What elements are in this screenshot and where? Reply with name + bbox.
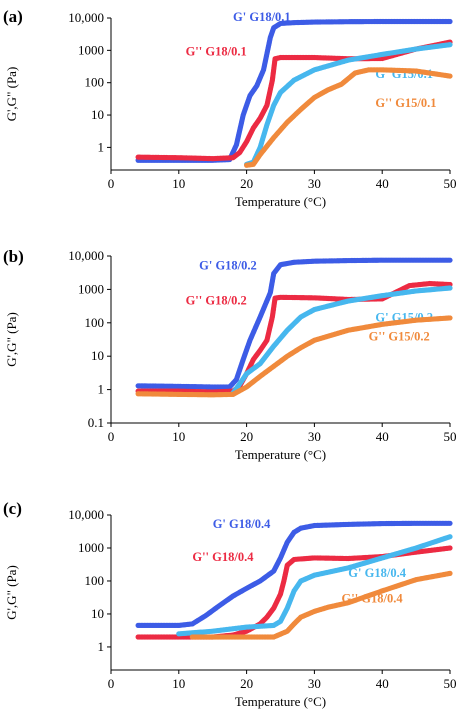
x-tick-label: 50: [444, 676, 457, 691]
data-point: [447, 42, 453, 48]
data-point: [447, 285, 453, 291]
y-tick-label: 1000: [78, 281, 104, 296]
data-point: [447, 545, 453, 551]
series-2: [135, 39, 453, 162]
y-tick-label: 10,000: [68, 248, 104, 263]
y-axis-title: G',G" (Pa): [4, 67, 19, 122]
x-tick-label: 40: [376, 676, 389, 691]
y-tick-label: 100: [85, 573, 105, 588]
series-label: G' G18/0.4: [348, 566, 406, 580]
x-tick-label: 10: [172, 176, 185, 191]
x-tick-label: 10: [172, 676, 185, 691]
x-tick-label: 0: [108, 429, 115, 444]
series-label: G' G18/0.4: [213, 517, 271, 531]
x-tick-label: 40: [376, 176, 389, 191]
series-4: [244, 67, 453, 168]
data-point: [447, 534, 453, 540]
y-tick-label: 1: [98, 139, 105, 154]
y-tick-label: 100: [85, 75, 105, 90]
series-3: [230, 285, 453, 396]
data-point: [447, 315, 453, 321]
x-tick-label: 20: [240, 676, 253, 691]
data-point: [447, 520, 453, 526]
series-label: G'' G18/0.4: [342, 592, 404, 606]
x-tick-label: 0: [108, 176, 115, 191]
y-tick-label: 1000: [78, 540, 104, 555]
x-tick-label: 20: [240, 176, 253, 191]
y-tick-label: 10,000: [68, 507, 104, 522]
x-axis-title: Temperature (°C): [235, 447, 326, 462]
series-1: [135, 520, 453, 629]
x-tick-label: 10: [172, 429, 185, 444]
y-tick-label: 10: [91, 348, 104, 363]
series-3: [176, 534, 453, 637]
series-1: [135, 18, 453, 163]
panel-label: (b): [3, 247, 24, 266]
data-point: [447, 73, 453, 79]
series-4: [189, 570, 453, 640]
series-label: G' G18/0.1: [233, 10, 291, 24]
x-tick-label: 30: [308, 676, 321, 691]
series-3: [244, 42, 453, 167]
x-tick-label: 0: [108, 676, 115, 691]
series-label: G'' G18/0.1: [186, 44, 247, 58]
y-tick-label: 1000: [78, 42, 104, 57]
y-tick-label: 10,000: [68, 10, 104, 25]
chart-panel-2: (b) 0 10 20 30 40 50 0.1 1 10 100 1000 10,000 Tempera…: [3, 247, 457, 462]
x-tick-label: 40: [376, 429, 389, 444]
series-label: G'' G15/0.2: [369, 329, 430, 343]
x-axis-title: Temperature (°C): [235, 194, 326, 209]
series-label: G'' G18/0.2: [186, 294, 247, 308]
y-tick-label: 10: [91, 606, 104, 621]
x-tick-label: 30: [308, 429, 321, 444]
chart-panel-3: (c) 0 10 20 30 40 50 1 10 100 1000 10,000 Temperatur…: [3, 499, 457, 709]
x-axis-title: Temperature (°C): [235, 694, 326, 709]
data-point: [447, 18, 453, 25]
y-tick-label: 1: [98, 639, 105, 654]
y-tick-label: 0.1: [88, 415, 104, 430]
series-label: G' G18/0.2: [199, 258, 257, 272]
y-axis-title: G',G" (Pa): [4, 312, 19, 367]
data-point: [447, 570, 453, 576]
data-point: [447, 257, 453, 263]
chart-panel-1: (a) 0 10 20 30 40 50 1 10 100 1000 10,000 Temperatur…: [3, 7, 457, 209]
y-tick-label: 1: [98, 382, 105, 397]
x-tick-label: 30: [308, 176, 321, 191]
series-4: [135, 315, 453, 398]
x-tick-label: 50: [444, 429, 457, 444]
panel-label: (c): [3, 499, 22, 518]
y-tick-label: 100: [85, 315, 105, 330]
series-label: G'' G15/0.1: [375, 96, 436, 110]
panel-label: (a): [3, 7, 23, 26]
y-tick-label: 10: [91, 107, 104, 122]
series-label: G'' G18/0.4: [192, 550, 254, 564]
series-1: [135, 257, 453, 390]
x-tick-label: 50: [444, 176, 457, 191]
y-axis-title: G',G" (Pa): [4, 565, 19, 620]
x-tick-label: 20: [240, 429, 253, 444]
